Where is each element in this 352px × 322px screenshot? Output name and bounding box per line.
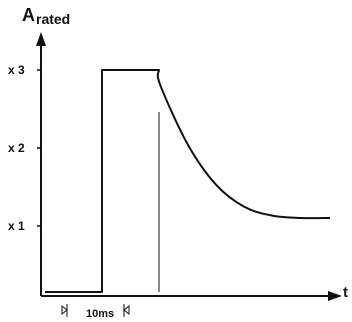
- y-tick-label-3: x 3: [8, 63, 25, 77]
- duration-end-marker: [123, 304, 130, 317]
- y-axis-title: Arated: [22, 5, 71, 27]
- x-axis-title: t: [343, 284, 348, 301]
- series-line: [45, 69, 331, 293]
- y-axis-arrow: [36, 32, 46, 46]
- y-tick-label-2: x 2: [8, 141, 25, 155]
- duration-start-marker: [61, 304, 68, 317]
- x-axis-arrow: [328, 291, 342, 301]
- y-tick-label-1: x 1: [8, 219, 25, 233]
- duration-label: 10ms: [86, 308, 115, 320]
